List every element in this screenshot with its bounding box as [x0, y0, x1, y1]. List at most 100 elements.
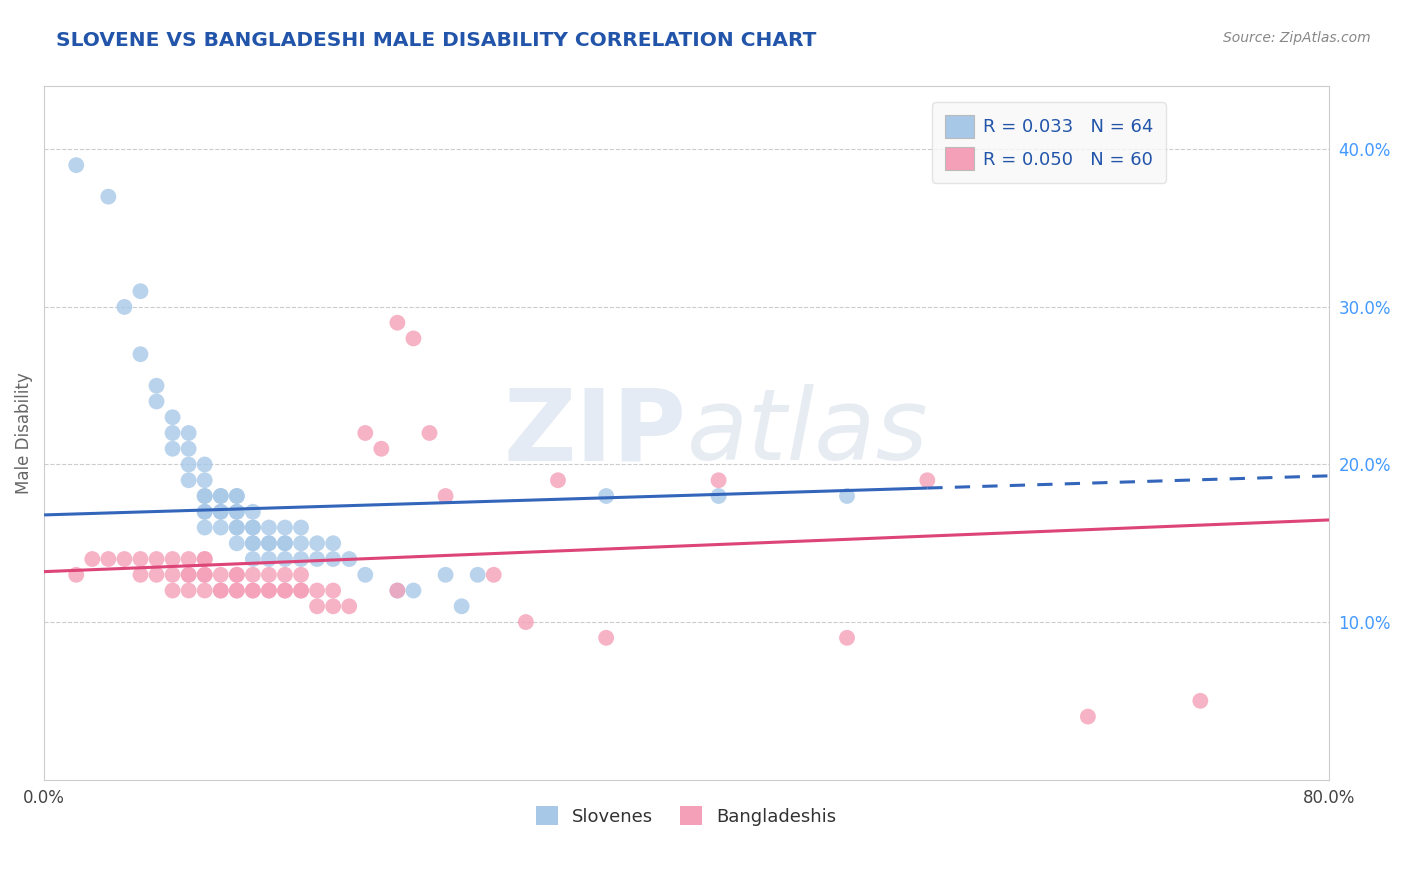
Point [707, 489, 730, 503]
Point [177, 552, 200, 566]
Text: atlas: atlas [686, 384, 928, 482]
Point [194, 520, 217, 534]
Point [225, 505, 247, 519]
Point [1189, 694, 1212, 708]
Point [194, 489, 217, 503]
Point [209, 583, 232, 598]
Point [450, 599, 472, 614]
Point [242, 536, 264, 550]
Point [354, 567, 377, 582]
Point [274, 583, 297, 598]
Point [467, 567, 489, 582]
Point [242, 536, 264, 550]
Point [337, 599, 360, 614]
Point [112, 300, 135, 314]
Point [177, 567, 200, 582]
Point [242, 583, 264, 598]
Point [162, 552, 184, 566]
Legend: Slovenes, Bangladeshis: Slovenes, Bangladeshis [529, 799, 844, 833]
Point [387, 583, 409, 598]
Point [707, 473, 730, 487]
Point [162, 425, 184, 440]
Point [322, 536, 344, 550]
Point [307, 583, 329, 598]
Point [257, 552, 280, 566]
Point [194, 567, 217, 582]
Point [225, 583, 247, 598]
Point [290, 583, 312, 598]
Point [835, 489, 858, 503]
Point [225, 505, 247, 519]
Point [225, 567, 247, 582]
Point [547, 473, 569, 487]
Point [145, 378, 167, 392]
Point [307, 552, 329, 566]
Point [354, 425, 377, 440]
Point [65, 567, 87, 582]
Point [129, 567, 152, 582]
Point [418, 425, 440, 440]
Point [209, 505, 232, 519]
Point [835, 631, 858, 645]
Point [290, 520, 312, 534]
Point [145, 567, 167, 582]
Point [194, 552, 217, 566]
Point [145, 394, 167, 409]
Point [322, 552, 344, 566]
Point [225, 520, 247, 534]
Point [194, 473, 217, 487]
Point [290, 552, 312, 566]
Point [209, 520, 232, 534]
Point [274, 520, 297, 534]
Point [209, 489, 232, 503]
Point [225, 489, 247, 503]
Point [162, 567, 184, 582]
Point [290, 567, 312, 582]
Point [257, 583, 280, 598]
Point [917, 473, 939, 487]
Text: Source: ZipAtlas.com: Source: ZipAtlas.com [1223, 31, 1371, 45]
Point [194, 567, 217, 582]
Point [257, 520, 280, 534]
Point [129, 284, 152, 298]
Point [242, 520, 264, 534]
Point [322, 583, 344, 598]
Point [274, 536, 297, 550]
Point [257, 536, 280, 550]
Point [194, 505, 217, 519]
Point [402, 331, 425, 345]
Point [129, 347, 152, 361]
Point [387, 316, 409, 330]
Point [515, 615, 537, 629]
Point [97, 189, 120, 203]
Point [595, 489, 617, 503]
Point [225, 536, 247, 550]
Point [177, 583, 200, 598]
Y-axis label: Male Disability: Male Disability [15, 372, 32, 494]
Point [194, 505, 217, 519]
Point [482, 567, 505, 582]
Point [242, 505, 264, 519]
Point [290, 536, 312, 550]
Point [434, 567, 457, 582]
Point [225, 489, 247, 503]
Point [65, 158, 87, 172]
Point [307, 536, 329, 550]
Point [225, 567, 247, 582]
Point [112, 552, 135, 566]
Point [274, 583, 297, 598]
Point [242, 552, 264, 566]
Point [257, 536, 280, 550]
Point [162, 583, 184, 598]
Point [209, 505, 232, 519]
Point [194, 583, 217, 598]
Point [177, 473, 200, 487]
Point [209, 489, 232, 503]
Point [257, 583, 280, 598]
Point [194, 489, 217, 503]
Point [337, 552, 360, 566]
Point [209, 567, 232, 582]
Point [1077, 709, 1099, 723]
Point [274, 567, 297, 582]
Point [82, 552, 104, 566]
